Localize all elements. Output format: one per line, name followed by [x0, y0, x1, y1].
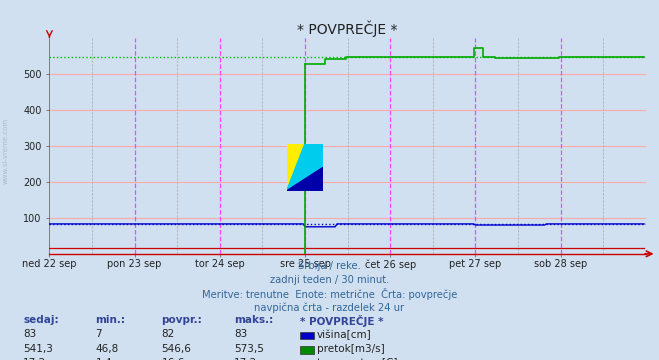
Polygon shape	[287, 167, 323, 191]
Text: www.si-vreme.com: www.si-vreme.com	[2, 118, 9, 184]
Text: 82: 82	[161, 329, 175, 339]
Text: 17,2: 17,2	[23, 358, 46, 360]
Text: min.:: min.:	[96, 315, 126, 325]
Text: višina[cm]: višina[cm]	[317, 329, 372, 340]
Polygon shape	[287, 144, 304, 191]
Text: 17,2: 17,2	[234, 358, 257, 360]
Text: temperatura[C]: temperatura[C]	[317, 358, 399, 360]
Text: Srbija / reke.: Srbija / reke.	[298, 261, 361, 271]
Text: maks.:: maks.:	[234, 315, 273, 325]
Text: 7: 7	[96, 329, 102, 339]
Text: sedaj:: sedaj:	[23, 315, 59, 325]
Text: 1,4: 1,4	[96, 358, 112, 360]
Text: Meritve: trenutne  Enote: metrične  Črta: povprečje: Meritve: trenutne Enote: metrične Črta: …	[202, 288, 457, 300]
Text: povpr.:: povpr.:	[161, 315, 202, 325]
Text: 83: 83	[234, 329, 247, 339]
Title: * POVPREČJE *: * POVPREČJE *	[297, 20, 398, 37]
Text: 16,6: 16,6	[161, 358, 185, 360]
Text: 46,8: 46,8	[96, 344, 119, 354]
Text: pretok[m3/s]: pretok[m3/s]	[317, 344, 385, 354]
Text: 83: 83	[23, 329, 36, 339]
Text: navpična črta - razdelek 24 ur: navpična črta - razdelek 24 ur	[254, 302, 405, 312]
Text: * POVPREČJE *: * POVPREČJE *	[300, 315, 384, 327]
Text: 541,3: 541,3	[23, 344, 53, 354]
Text: zadnji teden / 30 minut.: zadnji teden / 30 minut.	[270, 275, 389, 285]
Text: 573,5: 573,5	[234, 344, 264, 354]
Text: 546,6: 546,6	[161, 344, 191, 354]
Polygon shape	[287, 144, 323, 191]
